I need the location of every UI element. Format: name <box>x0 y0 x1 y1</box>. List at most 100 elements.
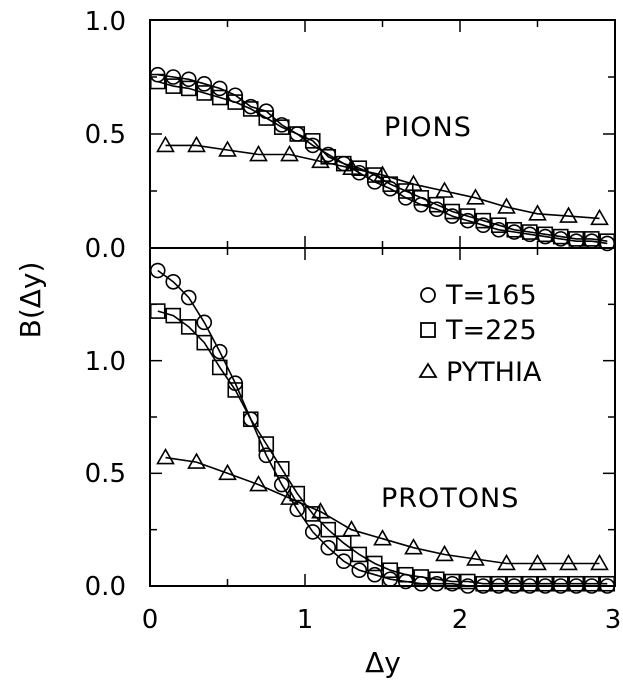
bottom-point-t225 <box>165 307 182 324</box>
top-point-t165 <box>196 76 213 92</box>
bottom-point-t225 <box>397 566 414 583</box>
top-ytick-label-0: 0.0 <box>85 234 126 264</box>
xtick-label-0: 0 <box>142 605 159 635</box>
legend-circle-marker <box>420 287 436 303</box>
bottom-point-t225 <box>490 575 507 592</box>
top-point-t225 <box>335 155 352 172</box>
top-ytick-label-2: 1.0 <box>85 7 126 37</box>
top-point-t225 <box>180 80 197 97</box>
protons-label: PROTONS <box>381 483 519 514</box>
top-point-t225 <box>475 212 492 229</box>
bottom-point-pythia <box>528 553 547 571</box>
top-point-t225 <box>227 94 244 110</box>
bottom-point-pythia <box>466 549 485 566</box>
top-point-pythia <box>249 144 268 162</box>
top-point-t225 <box>583 231 600 247</box>
bottom-point-t225 <box>211 359 228 376</box>
bottom-point-pythia <box>559 553 578 571</box>
bottom-point-pythia <box>590 553 609 571</box>
bottom-point-t225 <box>583 575 600 592</box>
top-ytick-label-1: 0.5 <box>85 120 126 150</box>
bottom-point-t225 <box>258 436 275 452</box>
bottom-point-pythia <box>342 520 361 537</box>
bottom-point-t225 <box>149 303 166 319</box>
top-point-pythia <box>311 151 330 169</box>
top-point-pythia <box>590 208 609 226</box>
legend-label-pythia: PYTHIA <box>446 357 542 388</box>
bottom-point-t165 <box>382 571 399 588</box>
top-point-pythia <box>187 135 206 153</box>
bottom-point-t225 <box>366 555 383 572</box>
bottom-point-t225 <box>320 521 337 538</box>
bottom-point-pythia <box>497 553 516 571</box>
bottom-point-t225 <box>413 569 430 585</box>
bottom-point-t225 <box>180 319 197 335</box>
bottom-point-t165 <box>165 273 182 290</box>
bottom-point-pythia <box>435 544 454 562</box>
top-point-t225 <box>165 78 182 94</box>
top-point-pythia <box>466 188 485 205</box>
top-point-t225 <box>568 231 585 247</box>
top-point-t225 <box>258 110 275 126</box>
bottom-point-t165 <box>366 566 383 583</box>
y-axis-title: B(Δy) <box>14 262 47 339</box>
bottom-point-t225 <box>227 382 244 398</box>
pions-label: PIONS <box>384 112 472 143</box>
legend-square-marker <box>420 322 436 338</box>
bottom-point-t165 <box>180 289 197 306</box>
top-point-t225 <box>211 89 228 106</box>
top-point-t225 <box>506 221 523 238</box>
bottom-point-pythia <box>280 488 299 505</box>
top-point-t225 <box>304 133 321 149</box>
top-point-t225 <box>149 73 166 90</box>
bottom-point-pythia <box>187 452 206 469</box>
legend: T=165 T=225 PYTHIA <box>418 280 542 388</box>
xtick-label-3: 3 <box>605 605 622 635</box>
top-point-t165 <box>165 69 182 85</box>
top-point-t225 <box>397 183 414 199</box>
bottom-point-pythia <box>404 538 423 555</box>
top-point-t225 <box>444 203 461 220</box>
top-point-t225 <box>242 101 259 117</box>
bottom-point-t225 <box>599 575 616 592</box>
top-point-pythia <box>497 197 516 214</box>
top-point-t225 <box>289 126 306 142</box>
top-series-line-t165 <box>157 73 608 245</box>
top-point-t165 <box>211 80 228 97</box>
x-axis-title: Δy <box>365 646 401 679</box>
bottom-point-t225 <box>382 562 399 579</box>
bottom-point-t165 <box>320 539 337 556</box>
bottom-point-t225 <box>521 575 538 592</box>
top-series-line-t225 <box>157 80 608 242</box>
bottom-ytick-label-2: 1.0 <box>85 347 126 377</box>
bottom-point-t165 <box>273 476 290 493</box>
bottom-ytick-label-0: 0.0 <box>85 572 126 602</box>
bottom-point-t165 <box>351 562 368 579</box>
bottom-point-t225 <box>196 334 213 351</box>
top-point-pythia <box>342 158 361 175</box>
bottom-point-t225 <box>351 546 368 563</box>
bottom-point-t225 <box>568 575 585 592</box>
bottom-series-line-pythia <box>165 456 600 565</box>
top-point-t165 <box>180 71 197 88</box>
top-point-pythia <box>280 144 299 162</box>
bottom-panel-frame <box>149 247 616 587</box>
bottom-point-t225 <box>273 461 290 477</box>
top-point-pythia <box>373 165 392 182</box>
bottom-point-t225 <box>428 571 445 588</box>
legend-label-t165: T=165 <box>445 280 537 311</box>
bottom-point-t165 <box>149 262 166 279</box>
bottom-point-pythia <box>218 463 237 481</box>
top-point-pythia <box>218 140 237 157</box>
bottom-point-t225 <box>475 575 492 592</box>
legend-label-t225: T=225 <box>445 315 537 346</box>
bottom-point-t225 <box>444 573 461 590</box>
top-point-t225 <box>552 228 569 245</box>
bottom-point-pythia <box>373 529 392 546</box>
bottom-series-line-t225 <box>157 310 608 585</box>
bottom-point-t225 <box>459 573 476 590</box>
top-series-line-pythia <box>165 144 600 220</box>
bottom-point-t225 <box>242 411 259 428</box>
top-point-pythia <box>156 135 175 153</box>
